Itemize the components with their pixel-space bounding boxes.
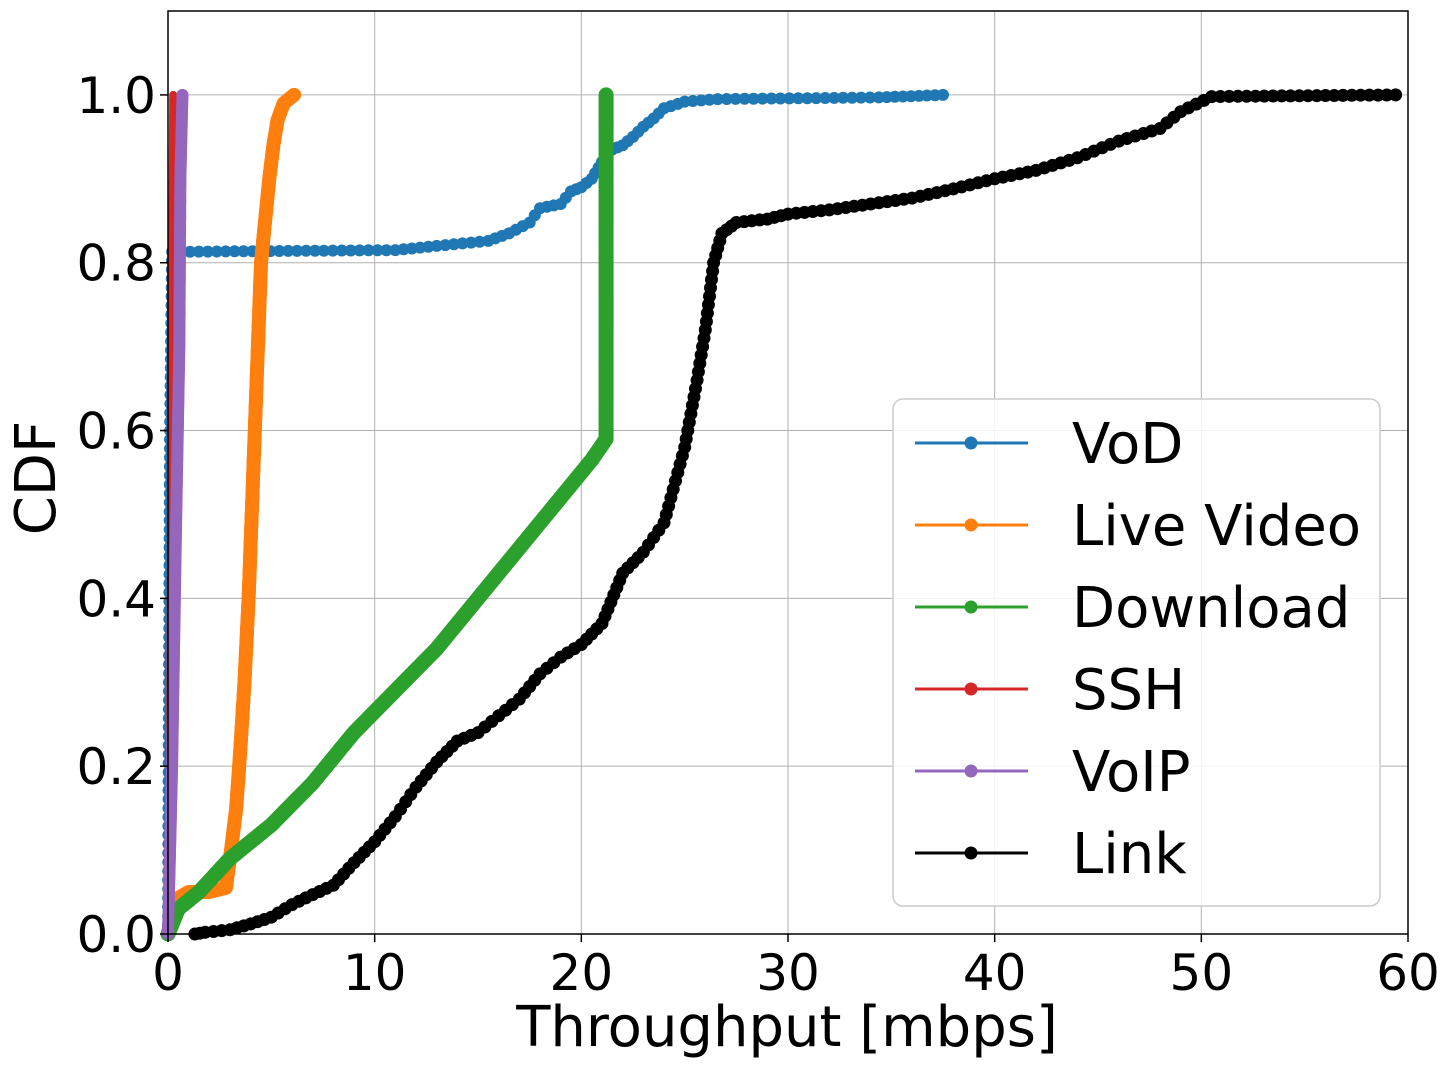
data-point-vod — [801, 92, 814, 105]
data-point-vod — [291, 244, 304, 257]
legend-marker-download — [964, 600, 978, 614]
data-point-vod — [864, 91, 876, 104]
legend-entry-vod: VoD — [915, 412, 1183, 477]
data-point-vod — [300, 244, 313, 257]
data-point-vod — [430, 239, 443, 252]
data-point-vod — [317, 244, 330, 257]
legend: VoD Live Video Download SSH VoIP Link — [892, 398, 1381, 907]
data-point-vod — [837, 91, 850, 104]
legend-marker-link — [964, 846, 978, 860]
data-point-vod — [192, 245, 205, 258]
data-point-vod — [738, 92, 751, 105]
data-point-vod — [937, 88, 949, 101]
y-tick-label: 0.4 — [76, 570, 156, 628]
legend-label-link: Link — [1072, 822, 1187, 887]
legend-entry-download: Download — [915, 576, 1350, 641]
y-tick-label: 0.6 — [76, 403, 156, 461]
data-point-vod — [273, 245, 286, 257]
data-point-vod — [201, 245, 214, 258]
legend-label-voip: VoIP — [1072, 740, 1191, 805]
data-point-voip — [176, 88, 189, 101]
y-tick-label: 0.8 — [76, 235, 156, 293]
y-tick-label: 1.0 — [76, 67, 156, 125]
legend-entry-link: Link — [915, 822, 1187, 887]
data-point-vod — [765, 92, 778, 105]
x-tick-label: 50 — [1170, 944, 1234, 1002]
data-point-vod — [855, 91, 867, 104]
data-point-vod — [747, 92, 760, 105]
x-tick-label: 30 — [756, 944, 820, 1002]
data-point-vod — [819, 92, 832, 104]
data-point-vod — [362, 244, 375, 257]
legend-marker-ssh — [964, 682, 978, 696]
y-axis-label: CDF — [4, 421, 69, 535]
legend-label-ssh: SSH — [1072, 658, 1185, 723]
data-point-vod — [756, 92, 769, 105]
data-point-vod — [326, 244, 339, 257]
data-point-vod — [210, 245, 223, 258]
data-point-vod — [353, 244, 366, 257]
data-point-live-video — [287, 87, 302, 102]
legend-label-download: Download — [1072, 576, 1350, 641]
data-point-vod — [228, 245, 241, 258]
data-point-vod — [846, 91, 859, 104]
data-point-vod — [783, 92, 796, 105]
x-tick-label: 20 — [550, 944, 614, 1002]
legend-marker-vod — [964, 436, 978, 450]
series-link — [188, 88, 1403, 941]
data-point-vod — [380, 244, 393, 257]
data-point-vod — [711, 93, 724, 106]
x-axis-label: Throughput [mbps] — [515, 995, 1058, 1060]
x-tick-label: 40 — [963, 944, 1027, 1002]
legend-entry-live-video: Live Video — [915, 494, 1361, 559]
x-tick-label: 60 — [1376, 944, 1440, 1002]
legend-label-live-video: Live Video — [1072, 494, 1361, 559]
y-tick-label: 0.0 — [76, 906, 156, 964]
legend-entry-ssh: SSH — [915, 658, 1185, 723]
data-point-vod — [774, 92, 787, 105]
legend-label-vod: VoD — [1072, 412, 1183, 477]
legend-marker-voip — [964, 764, 978, 778]
data-point-vod — [309, 244, 321, 257]
data-point-link — [1389, 88, 1403, 102]
data-point-vod — [335, 244, 348, 257]
data-point-vod — [237, 245, 250, 258]
data-point-vod — [810, 92, 823, 105]
data-point-vod — [184, 245, 196, 258]
data-point-vod — [792, 92, 805, 105]
data-point-ssh — [169, 90, 178, 99]
data-point-vod — [344, 244, 357, 257]
x-tick-label: 0 — [152, 944, 184, 1002]
data-point-vod — [729, 92, 742, 105]
legend-entry-voip: VoIP — [915, 740, 1191, 805]
data-point-vod — [439, 239, 452, 252]
data-point-vod — [219, 245, 232, 258]
data-point-vod — [465, 236, 478, 249]
legend-marker-live-video — [964, 518, 978, 532]
data-point-vod — [828, 91, 841, 104]
series-download — [160, 87, 614, 942]
data-point-download — [598, 87, 614, 103]
data-point-vod — [282, 244, 295, 257]
x-tick-label: 10 — [343, 944, 407, 1002]
y-tick-label: 0.2 — [76, 738, 156, 796]
data-point-vod — [720, 93, 733, 105]
data-point-vod — [371, 244, 384, 257]
data-point-vod — [456, 237, 469, 250]
axis-ticks: 0 10 20 30 40 50 60 0.0 0.2 0.4 0.6 0.8 1.0 — [76, 67, 1439, 1002]
